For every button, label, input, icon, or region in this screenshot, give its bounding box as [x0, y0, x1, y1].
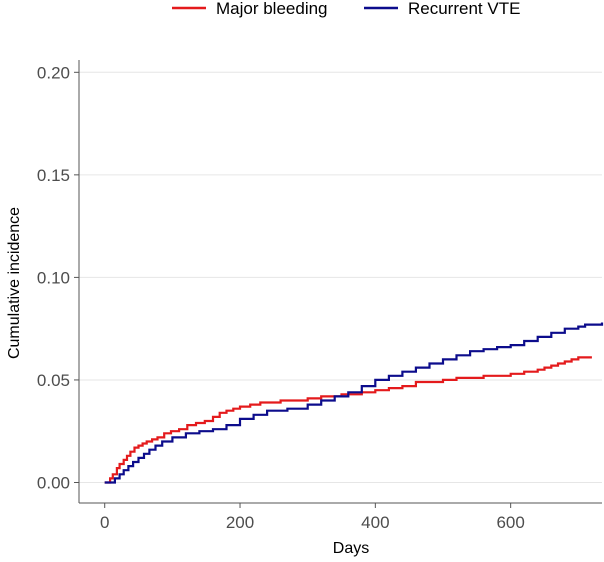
x-tick-label: 400	[361, 513, 389, 532]
y-tick-label: 0.00	[37, 473, 70, 492]
tick-labels: 0.00 0.05 0.10 0.15 0.20 0 200 400 600	[37, 63, 525, 532]
legend: Major bleeding Recurrent VTE	[172, 0, 520, 18]
legend-label-0: Major bleeding	[216, 0, 328, 18]
x-axis-title: Days	[333, 540, 369, 557]
y-tick-label: 0.15	[37, 166, 70, 185]
x-tick-label: 600	[496, 513, 524, 532]
legend-label-1: Recurrent VTE	[408, 0, 520, 18]
series-line-recurrent-vte	[104, 322, 604, 484]
y-tick-label: 0.10	[37, 268, 70, 287]
series-lines	[104, 322, 604, 484]
y-tick-label: 0.20	[37, 63, 70, 82]
x-tick-label: 200	[226, 513, 254, 532]
y-axis-title: Cumulative incidence	[6, 207, 23, 359]
gridlines	[79, 71, 602, 483]
series-line-major-bleeding	[104, 356, 592, 484]
x-tick-label: 0	[100, 513, 109, 532]
axes	[74, 60, 602, 508]
y-tick-label: 0.05	[37, 371, 70, 390]
